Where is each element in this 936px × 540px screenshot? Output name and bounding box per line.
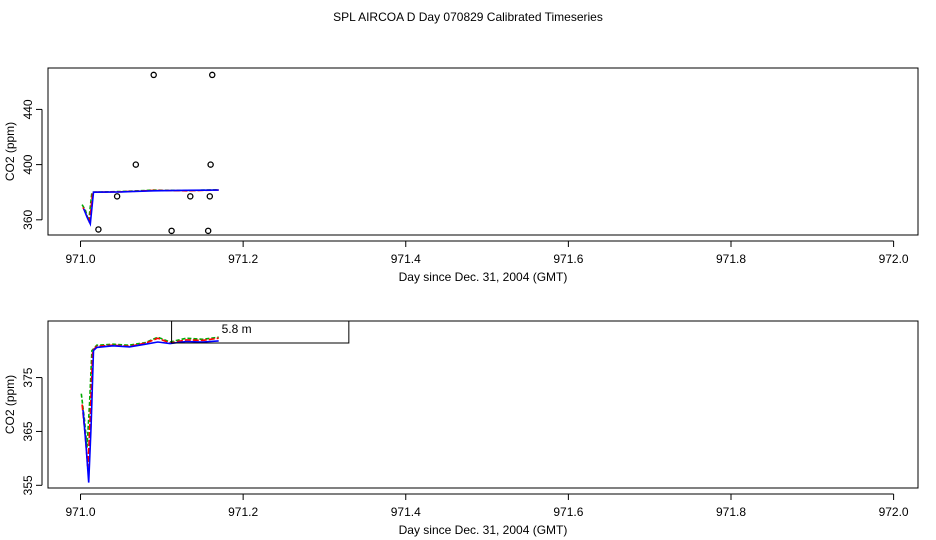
x-tick-label: 971.6 (553, 505, 583, 519)
data-point (168, 227, 175, 235)
x-tick-label: 971.0 (66, 252, 96, 266)
data-point (95, 226, 102, 233)
chart-panel-2: 971.0 971.2 971.4 971.6 971.8 972.0 Day since … (3, 320, 919, 537)
y-tick-label: 360 (21, 209, 35, 229)
data-point (113, 193, 121, 200)
legend-entry: 5.8 m (222, 322, 252, 336)
y-axis-label: CO2 (ppm) (3, 375, 17, 434)
series-line-2 (81, 337, 219, 470)
x-tick-label: 971.8 (716, 505, 746, 519)
data-point (187, 193, 194, 200)
x-tick-label: 971.2 (228, 505, 258, 519)
y-axis-label: CO2 (ppm) (3, 122, 17, 181)
x-tick-label: 972.0 (879, 252, 909, 266)
data-point (132, 161, 140, 168)
y-tick-label: 375 (21, 367, 35, 387)
data-point (204, 227, 212, 235)
chart-title: SPL AIRCOA D Day 070829 Calibrated Times… (333, 10, 603, 24)
x-tick-label: 971.4 (391, 252, 421, 266)
plot-frame (47, 67, 919, 236)
chart-panel-1: 971.0 971.2 971.4 971.6 971.8 972.0 Day since … (3, 67, 919, 284)
data-point (206, 193, 214, 200)
x-tick-label: 971.0 (66, 505, 96, 519)
data-point (208, 71, 216, 79)
x-tick-label: 971.4 (391, 505, 421, 519)
y-tick-label: 365 (21, 421, 35, 441)
y-tick-label: 400 (21, 154, 35, 174)
series-line-3 (82, 340, 219, 483)
y-tick-label: 440 (21, 99, 35, 119)
x-tick-label: 972.0 (879, 505, 909, 519)
x-tick-label: 971.2 (228, 252, 258, 266)
series-line-2 (82, 189, 219, 223)
data-point (207, 161, 214, 168)
data-point (150, 71, 157, 79)
y-tick-label: 355 (21, 475, 35, 495)
x-tick-label: 971.8 (716, 252, 746, 266)
x-axis-label: Day since Dec. 31, 2004 (GMT) (399, 523, 568, 537)
series-line-3 (83, 189, 219, 227)
series-line-1 (80, 336, 219, 448)
plot-frame (47, 320, 919, 489)
legend-box (171, 320, 350, 344)
x-tick-label: 971.6 (553, 252, 583, 266)
series-line-1 (81, 188, 219, 222)
x-axis-label: Day since Dec. 31, 2004 (GMT) (399, 270, 568, 284)
